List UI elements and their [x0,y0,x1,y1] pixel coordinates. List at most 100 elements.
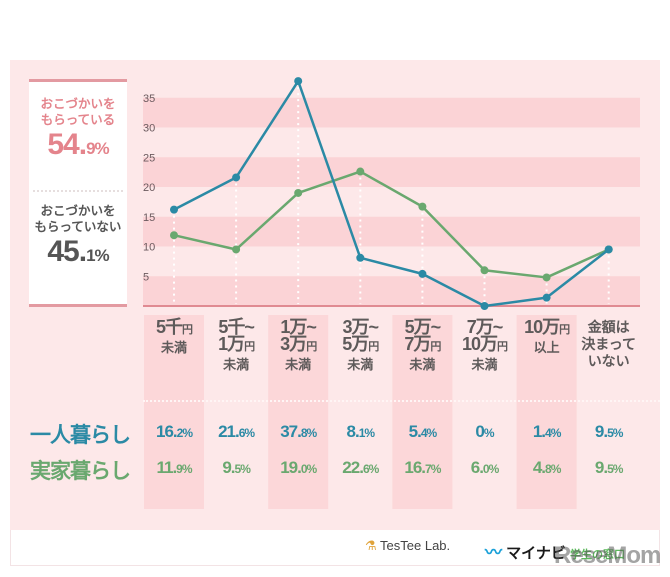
not-receive-pct-int: 45. [47,235,87,268]
category-label-text: 5千 [155,317,183,337]
home-value: 16.7% [391,458,453,478]
category-label-line: 未満 [139,339,209,356]
receive-label-line2: もらっている [40,112,116,127]
data-point-home [418,202,427,211]
category-label-text: 1万~ [280,317,317,337]
data-point-home [356,167,365,176]
home-value: 11.9% [143,458,205,478]
data-point-solo [604,245,613,254]
x-category-label: 10万円以上 [512,317,582,356]
category-label-text: 7万~ [466,317,504,337]
home-value: 9.5% [578,458,640,478]
grid-band [143,276,640,306]
data-point-solo [294,77,303,86]
footer [10,530,660,566]
category-label-text: 1万 [218,334,245,354]
yen-unit: 円 [559,324,570,336]
category-label-line: 5千円 [139,317,209,339]
value-int: 4. [532,458,546,477]
category-label-line: 以上 [512,339,582,356]
category-label-line: 金額は [574,319,644,336]
x-category-label: 7万~ 10万円 未満 [450,317,520,373]
receive-pct-int: 54. [47,128,87,161]
grid-band [143,216,640,247]
category-label-text: 3万 [280,334,307,354]
category-label-line: 未満 [387,356,457,373]
solo-value: 5.4% [391,422,453,442]
y-tick-label: 35 [143,93,155,105]
not-receive-label-line1: おこづかいを [40,203,116,218]
value-dec: 5% [234,462,251,476]
value-int: 21. [218,422,240,441]
home-value: 9.5% [205,458,267,478]
series-line-solo [173,79,610,308]
grid-band [143,97,640,128]
y-tick-label: 25 [143,152,155,164]
home-value: 22.6% [329,458,391,478]
category-label-line: 5万~ [387,317,457,337]
category-label-text: 10万 [461,334,498,354]
category-label-text: 未満 [285,357,312,372]
category-label-text: 5千~ [218,317,255,337]
not-receive-summary: おこづかいを もらっていない 45.1% [29,203,127,273]
value-int: 8. [346,422,360,441]
value-int: 37. [280,422,302,441]
value-int: 19. [280,458,302,477]
category-label-text: 5万~ [404,317,442,337]
value-int: 9. [222,458,235,477]
receive-label-line1: おこづかいを [40,96,116,111]
receive-label: おこづかいを もらっている [29,96,127,128]
category-label-text: 未満 [223,357,250,372]
value-int: 22. [342,458,364,477]
value-dec: 6% [238,426,255,440]
value-dec: 0% [300,462,317,476]
category-label-text: 10万 [524,317,560,337]
value-int: 6. [470,458,484,477]
home-value: 6.0% [454,458,516,478]
category-label-text: 5万 [342,334,369,354]
value-int: 9. [594,422,608,441]
data-point-solo [356,253,365,262]
category-label-line: 未満 [325,356,395,373]
y-tick-label: 10 [143,242,155,254]
category-label-line: 3万~ [325,318,395,336]
category-label-text: 未満 [409,357,436,372]
value-dec: 5% [607,462,623,476]
not-receive-percentage: 45.1% [29,235,127,273]
mynavi-logo: 〰 マイナビ 学生の窓口 [485,538,625,562]
value-dec: 8% [300,426,317,440]
not-receive-label: おこづかいを もらっていない [29,203,127,235]
data-point-solo [170,205,178,214]
summary-divider [33,190,123,192]
value-dec: 8% [545,462,561,476]
value-int: 9. [594,458,608,477]
category-label-text: 以上 [533,340,560,355]
category-label-text: 未満 [471,357,498,372]
category-label-line: 10万円 [450,334,520,356]
y-tick-label: 5 [143,271,149,283]
grid-band [143,157,640,187]
data-point-solo [480,302,489,310]
x-category-label: 1万~ 3万円 未満 [263,317,333,373]
data-point-home [480,266,489,275]
category-label-text: 7万 [404,334,431,354]
value-int: 11. [156,458,177,477]
solo-value: 21.6% [205,422,267,442]
solo-value: 0% [454,422,516,442]
x-category-label: 5千~ 1万円 未満 [201,317,271,373]
value-dec: 4% [420,426,437,440]
category-label-line: 1万~ [263,317,333,337]
category-label-line: 1万円 [201,334,271,356]
column-highlight [392,315,453,509]
value-int: 16. [404,458,426,477]
value-dec: 1% [358,426,375,440]
data-point-solo [418,269,427,278]
home-value: 19.0% [267,458,329,478]
category-label-text: いない [587,353,630,369]
legend-home: 実家暮らし [30,459,131,483]
category-label-line: 7万円 [387,334,457,356]
value-dec: 9% [176,462,192,476]
category-label-line: 未満 [201,356,271,373]
value-dec: 6% [362,462,379,476]
data-point-solo [232,173,241,182]
